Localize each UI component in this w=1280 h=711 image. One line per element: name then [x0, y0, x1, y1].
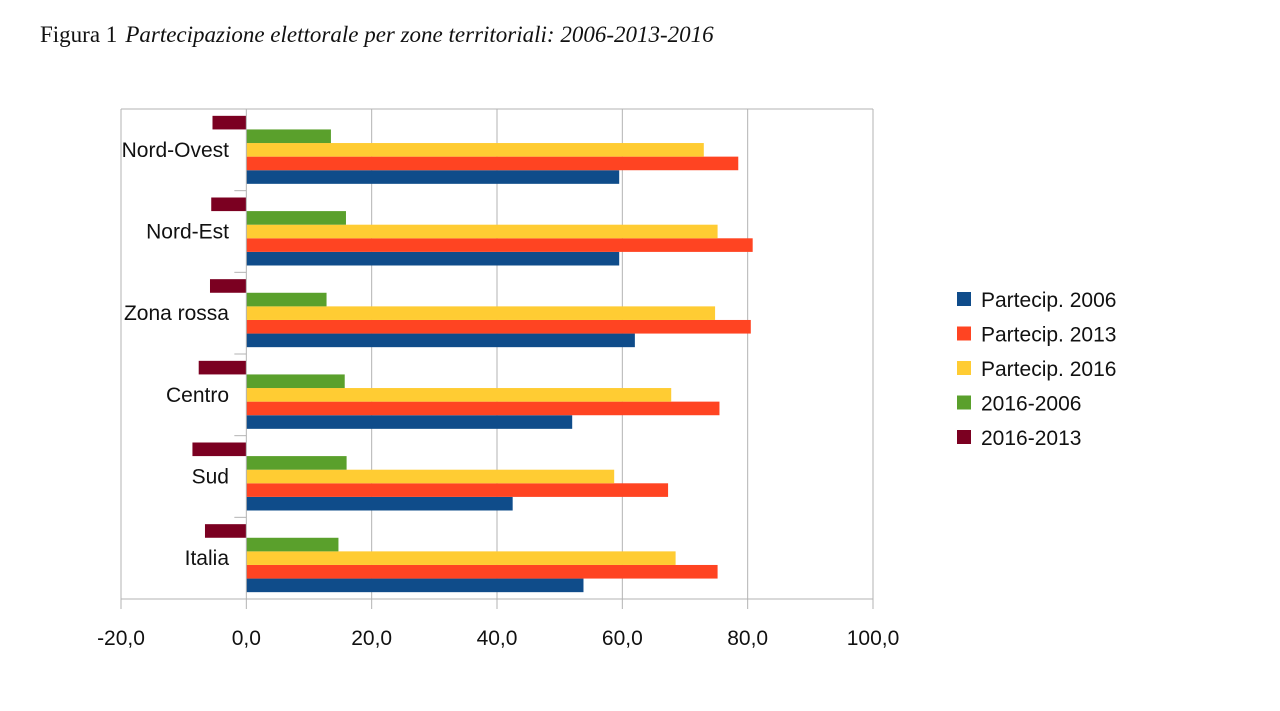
- bar-nord-est-partecip-2016: [246, 224, 718, 239]
- bar-italia-partecip-2013: [246, 564, 718, 579]
- bar-sud-partecip-2013: [246, 483, 669, 497]
- bar-nord-ovest-2016-2013: [212, 115, 247, 130]
- figure-title: Partecipazione elettorale per zone terri…: [125, 22, 714, 47]
- bar-centro-partecip-2006: [246, 415, 573, 429]
- bar-italia-partecip-2016: [246, 551, 676, 565]
- figure-caption: Figura 1 Partecipazione elettorale per zo…: [40, 22, 714, 48]
- bar-centro-2016-2006: [246, 374, 345, 389]
- category-label-sud: Sud: [192, 466, 229, 489]
- legend: Partecip. 2006 Partecip. 2013 Partecip. 20…: [957, 289, 1116, 450]
- bar-zona-rossa-partecip-2016: [246, 306, 716, 320]
- bar-sud-partecip-2016: [246, 469, 615, 484]
- bar-nord-ovest-partecip-2006: [246, 170, 620, 184]
- bar-sud-2016-2013: [192, 442, 247, 457]
- x-tick-label-1: 0,0: [232, 627, 261, 650]
- bar-sud-2016-2006: [246, 456, 347, 470]
- x-tick-label-3: 40,0: [477, 627, 518, 650]
- x-tick-label-6: 100,0: [847, 627, 900, 650]
- category-label-italia: Italia: [185, 547, 230, 570]
- category-labels: Nord-Ovest Nord-Est Zona rossa Centro Sud Ita…: [122, 139, 230, 570]
- bar-sud-partecip-2006: [246, 496, 513, 511]
- bar-zona-rossa-partecip-2013: [246, 319, 751, 334]
- category-label-zona-rossa: Zona rossa: [124, 302, 229, 325]
- x-tick-label-2: 20,0: [351, 627, 392, 650]
- x-tick-label-4: 60,0: [602, 627, 643, 650]
- bar-centro-partecip-2016: [246, 388, 672, 402]
- x-tick-label-0: -20,0: [97, 627, 145, 650]
- bar-italia-2016-2013: [204, 524, 247, 538]
- legend-label-partecip-2006: Partecip. 2006: [981, 289, 1116, 312]
- bar-zona-rossa-2016-2006: [246, 292, 327, 307]
- bar-nord-est-partecip-2006: [246, 251, 620, 266]
- x-tick-label-5: 80,0: [727, 627, 768, 650]
- legend-swatch-2016-2006: [957, 395, 971, 410]
- legend-label-2016-2013: 2016-2013: [981, 427, 1081, 450]
- tick-labels: -20,0 0,0 20,0 40,0 60,0 80,0 100,0: [97, 627, 899, 650]
- legend-label-2016-2006: 2016-2006: [981, 393, 1081, 416]
- figure-label: Figura 1: [40, 22, 118, 47]
- bar-zona-rossa-2016-2013: [209, 279, 247, 293]
- legend-label-partecip-2016: Partecip. 2016: [981, 358, 1116, 381]
- bar-nord-est-partecip-2013: [246, 238, 753, 252]
- bar-zona-rossa-partecip-2006: [246, 333, 635, 348]
- bar-nord-est-2016-2013: [211, 197, 247, 212]
- axes: [120, 108, 874, 609]
- bar-italia-partecip-2006: [246, 578, 584, 593]
- legend-swatch-partecip-2013: [957, 326, 971, 341]
- category-label-nord-est: Nord-Est: [146, 221, 229, 244]
- bar-centro-partecip-2013: [246, 401, 720, 416]
- bar-centro-2016-2013: [198, 360, 247, 375]
- bars: [192, 115, 753, 593]
- category-label-centro: Centro: [166, 384, 229, 407]
- legend-label-partecip-2013: Partecip. 2013: [981, 324, 1116, 347]
- category-label-nord-ovest: Nord-Ovest: [122, 139, 230, 162]
- legend-swatch-2016-2013: [957, 430, 971, 444]
- bar-nord-ovest-partecip-2016: [246, 143, 704, 157]
- bar-nord-ovest-2016-2006: [246, 129, 331, 144]
- legend-swatch-partecip-2016: [957, 361, 971, 375]
- bar-nord-ovest-partecip-2013: [246, 156, 739, 171]
- legend-swatch-partecip-2006: [957, 292, 971, 306]
- bar-nord-est-2016-2006: [246, 211, 346, 225]
- bar-italia-2016-2006: [246, 537, 339, 552]
